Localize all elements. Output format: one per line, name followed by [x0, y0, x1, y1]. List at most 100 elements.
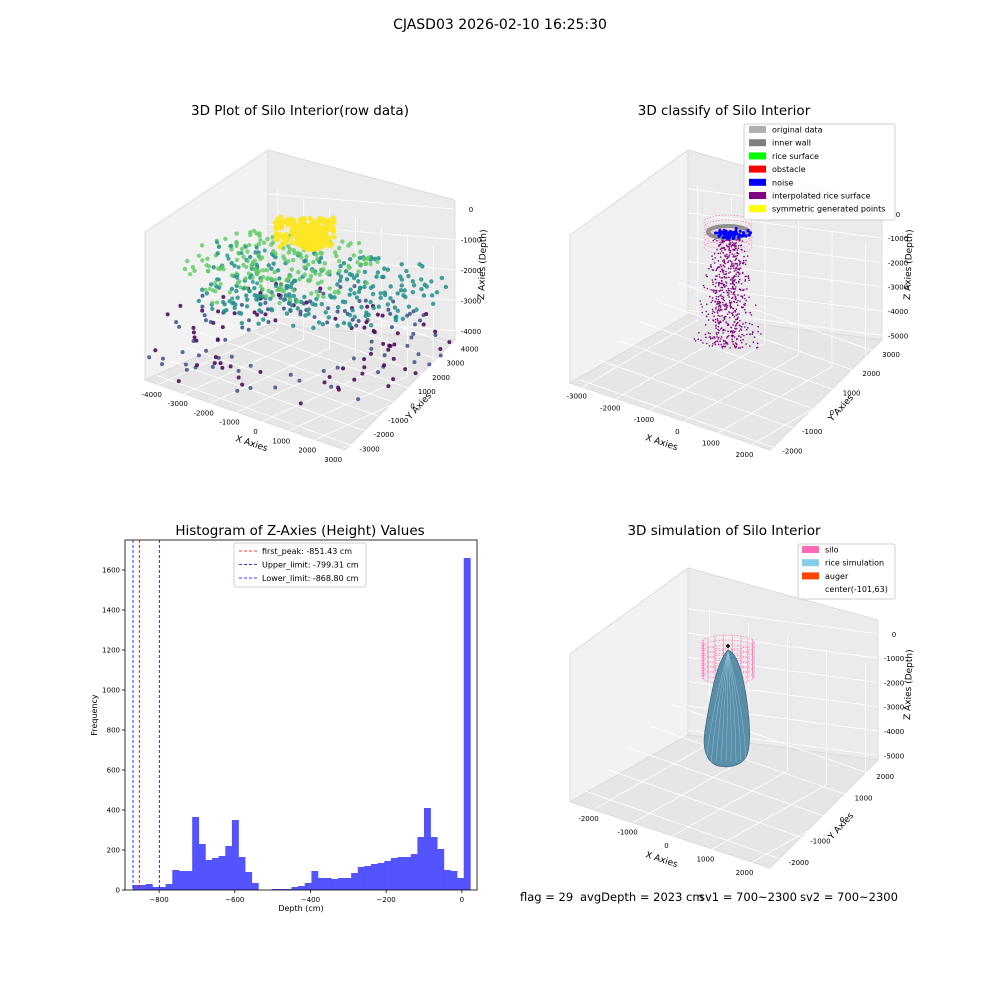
raw-point	[388, 284, 393, 289]
raw-point	[388, 296, 393, 301]
legend-label: auger	[825, 572, 849, 581]
silo-ring	[703, 214, 753, 230]
raw-point	[216, 244, 221, 249]
raw-point	[239, 302, 244, 307]
raw-point	[341, 366, 346, 371]
interpolated-point	[725, 289, 728, 292]
raw-point	[382, 266, 387, 271]
raw-point	[338, 274, 344, 279]
interpolated-point	[708, 267, 710, 270]
legend-swatch	[802, 546, 819, 553]
raw-point	[305, 262, 311, 267]
interpolated-point	[728, 334, 730, 337]
raw-point	[270, 235, 275, 240]
raw-point	[286, 243, 291, 249]
raw-point	[359, 304, 364, 310]
grid-line	[267, 193, 456, 210]
raw-point	[304, 300, 309, 305]
interpolated-point	[722, 301, 724, 304]
interpolated-point	[721, 260, 724, 262]
interpolated-point	[753, 336, 756, 338]
interpolated-point	[735, 269, 737, 271]
interpolated-point	[732, 267, 735, 269]
interpolated-point	[726, 313, 729, 316]
raw-point	[346, 243, 351, 248]
raw-point	[290, 217, 297, 223]
raw-point	[348, 287, 353, 292]
raw-point	[386, 384, 391, 389]
raw-point	[273, 318, 278, 323]
raw-point	[215, 251, 220, 256]
raw-point	[277, 231, 283, 238]
raw-point	[292, 222, 299, 229]
raw-point	[335, 305, 341, 310]
y-tick-label: 4000	[461, 345, 479, 353]
raw-point	[235, 280, 240, 286]
interpolated-point	[728, 240, 731, 242]
raw-point	[380, 313, 385, 318]
raw-point	[386, 307, 391, 312]
interpolated-point	[719, 340, 721, 343]
raw-point	[258, 284, 263, 289]
legend-label: center(-101,63)	[825, 585, 888, 594]
raw-point	[439, 275, 445, 281]
interpolated-point	[717, 322, 720, 325]
raw-point	[363, 298, 368, 303]
raw-point	[368, 323, 374, 328]
raw-point	[226, 256, 231, 261]
interpolated-point	[722, 339, 725, 342]
raw-point	[375, 312, 380, 317]
interpolated-point	[723, 291, 725, 294]
raw-point	[195, 363, 200, 368]
raw-point	[391, 356, 396, 361]
sv1-text: sv1 = 700~2300	[699, 890, 797, 904]
raw-point	[307, 278, 312, 284]
interpolated-point	[714, 318, 717, 321]
interpolated-point	[724, 329, 726, 331]
grid-line	[582, 319, 699, 388]
raw-point	[260, 268, 266, 273]
interpolated-point	[703, 286, 706, 289]
raw-point	[246, 271, 251, 276]
raw-point	[212, 281, 217, 286]
raw-point	[379, 274, 385, 280]
raw-point	[265, 307, 270, 312]
interpolated-point	[716, 318, 719, 320]
raw-point	[227, 299, 232, 304]
raw-point	[327, 375, 332, 380]
raw-point	[326, 315, 331, 320]
raw-point	[392, 305, 398, 310]
simulation-xlabel: X Axies	[644, 850, 679, 870]
raw-point	[307, 215, 313, 221]
raw-point	[247, 242, 252, 248]
grid-line	[677, 282, 874, 352]
interpolated-point	[711, 279, 714, 281]
raw-point	[400, 316, 406, 322]
interpolated-point	[733, 242, 735, 244]
interpolated-point	[739, 261, 742, 263]
interpolated-point	[723, 285, 726, 288]
raw-point	[240, 382, 245, 387]
raw-point	[253, 266, 258, 271]
interpolated-point	[715, 297, 718, 300]
interpolated-point	[736, 265, 739, 267]
raw-point	[314, 252, 319, 257]
interpolated-point	[723, 273, 725, 276]
raw-point	[277, 244, 283, 250]
interpolated-point	[744, 302, 747, 305]
raw-point	[412, 322, 417, 327]
raw-point	[365, 256, 370, 262]
raw-point	[178, 303, 183, 308]
grid-line	[183, 338, 304, 395]
raw-point	[355, 260, 360, 265]
raw-point	[438, 353, 443, 358]
interpolated-point	[748, 296, 750, 299]
raw-point	[347, 292, 352, 297]
interpolated-point	[722, 298, 725, 301]
raw-point	[203, 287, 208, 292]
raw-point	[255, 312, 260, 317]
x-tick-label: -1000	[219, 419, 239, 427]
raw-point	[375, 370, 380, 375]
raw-point	[306, 307, 311, 312]
raw-point	[447, 340, 452, 345]
